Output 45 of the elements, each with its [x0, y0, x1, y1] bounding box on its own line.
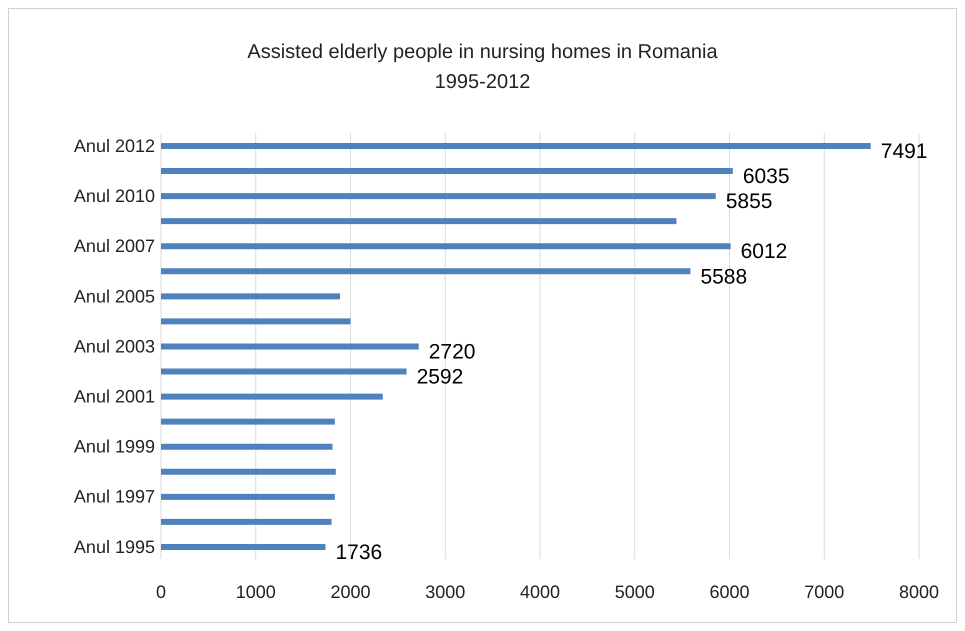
x-tick-label: 2000: [330, 582, 371, 602]
bar: [161, 468, 336, 475]
x-tick-label: 5000: [614, 582, 655, 602]
y-tick-label: Anul 1997: [74, 486, 155, 507]
bar: [161, 394, 383, 400]
y-tick-label: Anul 1995: [74, 536, 155, 557]
x-tick-label: 8000: [898, 582, 940, 602]
y-tick-label: Anul 1999: [74, 436, 155, 457]
bar: [161, 218, 676, 224]
y-tick-label: Anul 2010: [74, 186, 155, 206]
x-tick-label: 1000: [236, 582, 276, 602]
x-tick-label: 4000: [520, 582, 560, 602]
y-tick-label: Anul 2007: [74, 236, 155, 256]
bar: [161, 293, 340, 300]
bar: [161, 168, 733, 174]
bar: [161, 143, 871, 149]
data-label: 2720: [428, 340, 476, 364]
x-tick-label: 6000: [709, 582, 750, 602]
y-tick-label: Anul 2012: [74, 136, 155, 156]
bar: [161, 368, 407, 375]
y-tick-label: Anul 2005: [74, 286, 155, 306]
bar: [161, 343, 419, 350]
chart-title: Assisted elderly people in nursing homes in Romania: [246, 40, 719, 65]
x-tick-label: 3000: [425, 582, 466, 602]
bar: [161, 193, 716, 200]
data-label: 1736: [335, 540, 382, 564]
bar: [161, 268, 690, 274]
data-label: 5855: [726, 190, 772, 214]
x-tick-label: 0: [156, 582, 166, 602]
bar: [161, 544, 326, 550]
data-label: 6035: [742, 165, 790, 188]
x-tick-label: 7000: [804, 582, 844, 602]
bar: [161, 444, 332, 450]
data-label: 7491: [880, 140, 928, 163]
data-label: 5588: [700, 265, 748, 288]
y-tick-label: Anul 2001: [74, 386, 155, 407]
bar: [161, 243, 731, 250]
bar: [161, 494, 335, 500]
data-label: 6012: [740, 240, 788, 264]
bar: [161, 418, 335, 425]
chart-subtitle: 1995-2012: [434, 70, 532, 95]
y-tick-label: Anul 2003: [74, 336, 155, 356]
data-label: 2592: [416, 366, 464, 389]
bar: [161, 518, 332, 525]
bar: [161, 318, 350, 324]
